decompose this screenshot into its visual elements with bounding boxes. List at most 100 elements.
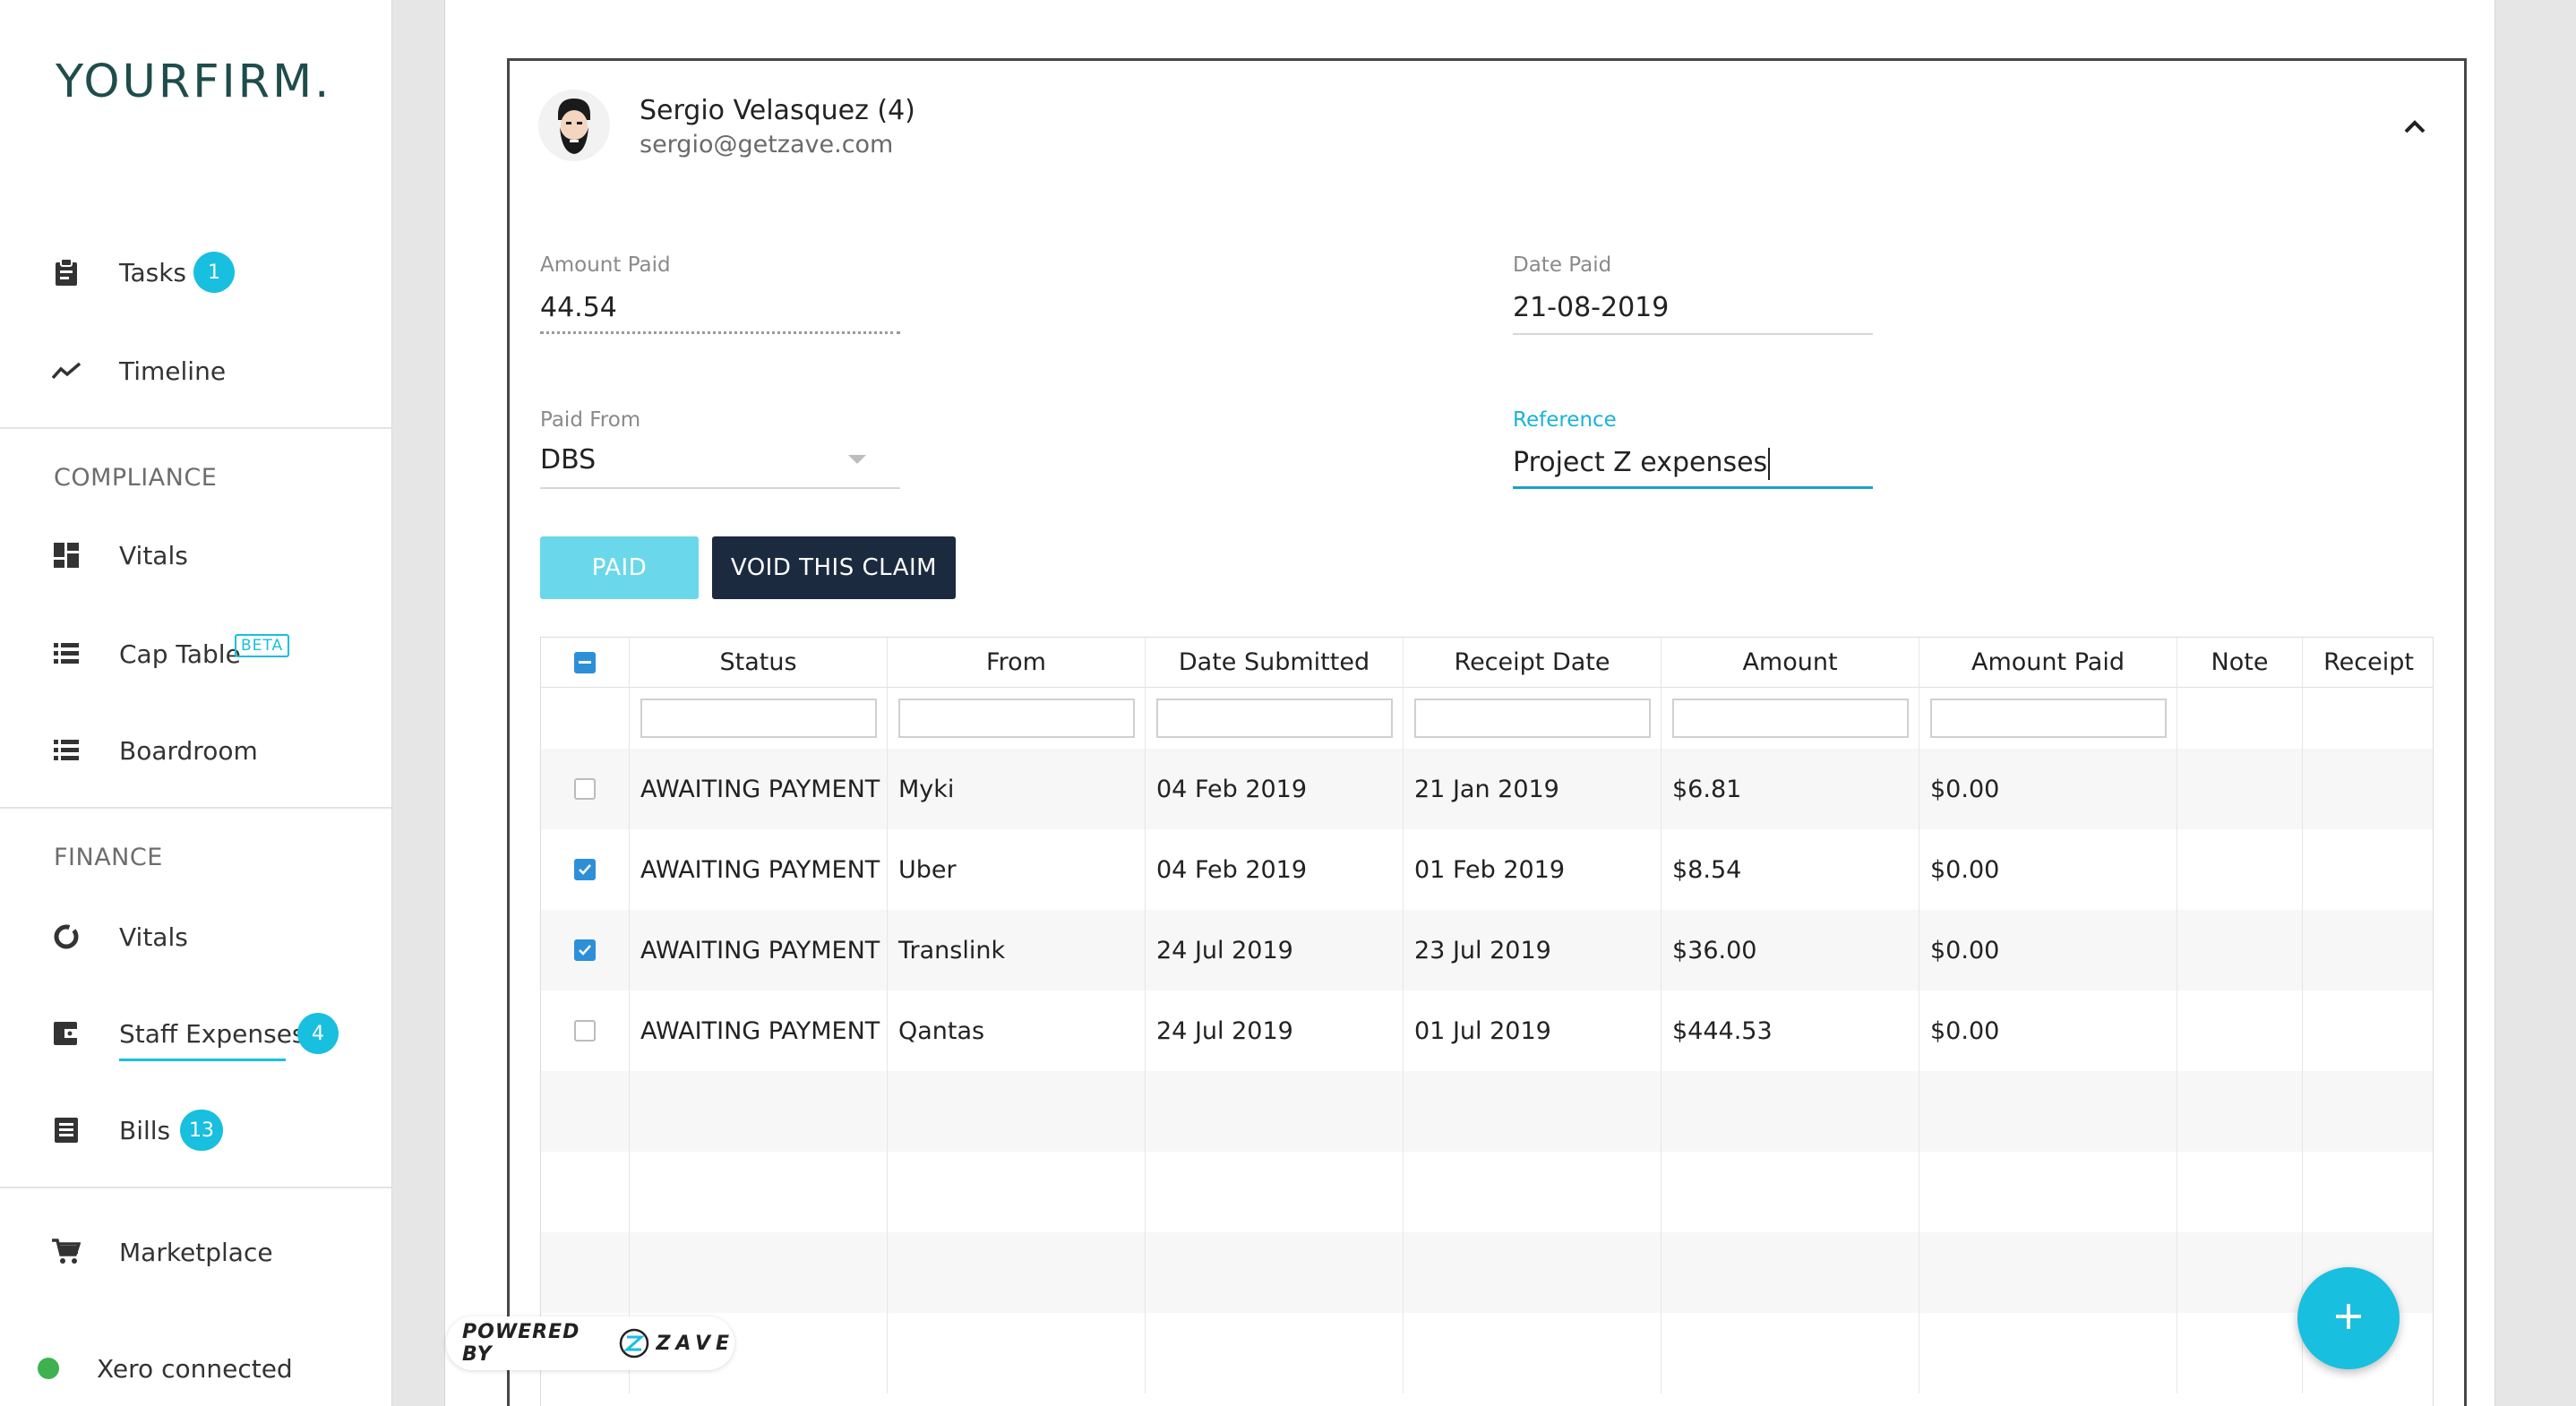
- empty-cell: [1662, 1071, 1919, 1152]
- empty-row: [541, 1313, 2433, 1393]
- column-header-from[interactable]: From: [888, 638, 1146, 687]
- empty-cell: [1919, 1232, 2177, 1313]
- cell-receipt: [2303, 829, 2433, 910]
- paid-from-select[interactable]: DBS: [540, 444, 597, 476]
- logo-text-bold: YOUR: [56, 56, 193, 108]
- sidebar-item-staff-expenses[interactable]: Staff Expenses 4: [0, 998, 391, 1069]
- row-checkbox[interactable]: [574, 1020, 596, 1042]
- empty-cell: [2177, 1232, 2303, 1313]
- row-select-cell: [541, 910, 630, 990]
- empty-cell: [888, 1232, 1146, 1313]
- receipt-date-filter-input[interactable]: [1414, 699, 1651, 738]
- zave-brand-text: ZAVE: [656, 1332, 734, 1355]
- table-header-row: Status From Date Submitted Receipt Date …: [541, 638, 2433, 688]
- cell-receipt: [2303, 910, 2433, 990]
- cell-amount-paid: $0.00: [1919, 990, 2177, 1071]
- column-header-status[interactable]: Status: [630, 638, 888, 687]
- xero-connection-status[interactable]: Xero connected: [0, 1333, 391, 1404]
- row-checkbox[interactable]: [574, 859, 596, 880]
- claimant-email: sergio@getzave.com: [640, 131, 894, 159]
- cell-amount: $36.00: [1662, 910, 1919, 990]
- void-claim-button[interactable]: VOID THIS CLAIM: [712, 536, 956, 599]
- column-header-note[interactable]: Note: [2177, 638, 2303, 687]
- column-header-amount[interactable]: Amount: [1662, 638, 1919, 687]
- sidebar-item-label: Vitals: [119, 922, 188, 952]
- powered-by-text: POWERED BY: [462, 1321, 580, 1366]
- amount-paid-filter-input[interactable]: [1930, 699, 2167, 738]
- section-title-finance: FINANCE: [54, 844, 163, 871]
- cell-date-submitted: 04 Feb 2019: [1146, 829, 1404, 910]
- chevron-up-icon[interactable]: [2401, 113, 2428, 140]
- status-filter-input[interactable]: [640, 699, 877, 738]
- date-submitted-filter-input[interactable]: [1156, 699, 1393, 738]
- column-header-receipt[interactable]: Receipt: [2323, 648, 2414, 676]
- sidebar-item-finance-vitals[interactable]: Vitals: [0, 901, 391, 973]
- empty-cell: [888, 1071, 1146, 1152]
- table-row[interactable]: AWAITING PAYMENT Translink 24 Jul 2019 2…: [541, 910, 2433, 990]
- paid-button[interactable]: PAID: [540, 536, 699, 599]
- cell-note: [2177, 990, 2303, 1071]
- empty-cell: [630, 1152, 888, 1232]
- zave-logo-icon: [618, 1327, 650, 1359]
- table-row[interactable]: AWAITING PAYMENT Uber 04 Feb 2019 01 Feb…: [541, 829, 2433, 910]
- sidebar-item-tasks[interactable]: Tasks 1: [0, 236, 391, 308]
- empty-cell: [1146, 1232, 1404, 1313]
- cell-status: AWAITING PAYMENT: [630, 910, 888, 990]
- sidebar-item-label: Cap Table: [119, 639, 241, 669]
- table-row[interactable]: AWAITING PAYMENT Qantas 24 Jul 2019 01 J…: [541, 990, 2433, 1071]
- cell-receipt: [2303, 749, 2433, 829]
- column-header-date-submitted[interactable]: Date Submitted: [1146, 638, 1404, 687]
- row-checkbox[interactable]: [574, 778, 596, 800]
- sidebar-item-bills[interactable]: Bills 13: [0, 1094, 391, 1166]
- empty-cell: [1146, 1071, 1404, 1152]
- amount-paid-underline: [540, 331, 900, 334]
- cell-receipt-date: 01 Feb 2019: [1404, 829, 1662, 910]
- amount-filter-input[interactable]: [1672, 699, 1909, 738]
- sidebar-item-marketplace[interactable]: Marketplace: [0, 1216, 391, 1288]
- empty-cell: [541, 1152, 630, 1232]
- sidebar-item-compliance-vitals[interactable]: Vitals: [0, 519, 391, 591]
- empty-cell: [541, 1071, 630, 1152]
- amount-paid-field[interactable]: 44.54: [540, 292, 617, 323]
- empty-cell: [630, 1232, 888, 1313]
- cell-amount-paid: $0.00: [1919, 749, 2177, 829]
- reference-label: Reference: [1513, 408, 1617, 432]
- from-filter-input[interactable]: [898, 699, 1135, 738]
- list-icon: [52, 736, 81, 765]
- staff-expenses-count-badge: 4: [297, 1013, 339, 1054]
- add-expense-button[interactable]: [2297, 1267, 2400, 1369]
- dropdown-arrow-icon[interactable]: [848, 455, 866, 464]
- cell-receipt: [2303, 990, 2433, 1071]
- column-header-receipt-date[interactable]: Receipt Date: [1404, 638, 1662, 687]
- cell-note: [2177, 910, 2303, 990]
- sidebar-item-label: Bills: [119, 1115, 171, 1145]
- date-paid-field[interactable]: 21-08-2019: [1513, 292, 1670, 323]
- empty-cell: [888, 1313, 1146, 1393]
- sidebar-item-boardroom[interactable]: Boardroom: [0, 715, 391, 786]
- sidebar-item-cap-table[interactable]: Cap Table BETA: [0, 618, 391, 690]
- filter-cell: [630, 688, 888, 749]
- select-all-checkbox[interactable]: [574, 651, 596, 673]
- reference-input[interactable]: Project Z expenses: [1513, 447, 1771, 480]
- claimant-name: Sergio Velasquez (4): [640, 95, 915, 126]
- sidebar: YOURFIRM. Tasks 1 Timeline COMPLIANCE Vi…: [0, 0, 392, 1406]
- filter-cell: [1919, 688, 2177, 749]
- firm-logo[interactable]: YOURFIRM.: [56, 56, 331, 108]
- empty-cell: [888, 1152, 1146, 1232]
- date-paid-label: Date Paid: [1513, 253, 1612, 277]
- cell-receipt-date: 01 Jul 2019: [1404, 990, 1662, 1071]
- empty-cell: [1404, 1071, 1662, 1152]
- powered-by-badge[interactable]: POWERED BY ZAVE: [446, 1316, 734, 1370]
- table-row[interactable]: AWAITING PAYMENT Myki 04 Feb 2019 21 Jan…: [541, 749, 2433, 829]
- reference-value: Project Z expenses: [1513, 447, 1768, 478]
- cell-amount: $8.54: [1662, 829, 1919, 910]
- empty-cell: [1404, 1313, 1662, 1393]
- row-checkbox[interactable]: [574, 939, 596, 961]
- empty-cell: [2177, 1071, 2303, 1152]
- text-caret: [1768, 447, 1771, 480]
- column-header-amount-paid[interactable]: Amount Paid: [1919, 638, 2177, 687]
- sidebar-divider: [0, 1187, 391, 1188]
- sidebar-item-timeline[interactable]: Timeline: [0, 335, 391, 407]
- cell-amount: $6.81: [1662, 749, 1919, 829]
- cart-icon: [52, 1238, 81, 1266]
